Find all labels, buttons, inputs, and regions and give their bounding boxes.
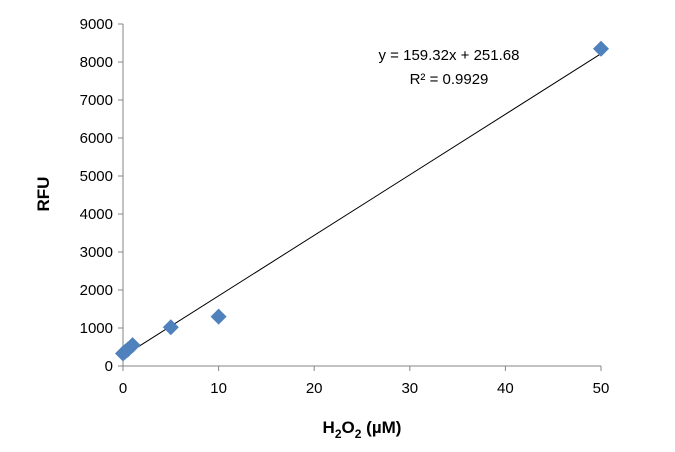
x-axis-ticks: 0 10 20 30 40 50 [119, 366, 610, 397]
trendline [122, 53, 602, 357]
x-tick-label: 50 [593, 380, 610, 397]
data-point [162, 319, 179, 336]
y-tick-label: 9000 [80, 16, 113, 33]
trendline-equation: y = 159.32x + 251.68 [379, 47, 520, 64]
y-tick-label: 4000 [80, 206, 113, 223]
y-axis-title: RFU [34, 177, 53, 212]
y-tick-label: 3000 [80, 244, 113, 261]
x-tick-label: 10 [210, 380, 227, 397]
x-tick-label: 40 [497, 380, 514, 397]
data-point [593, 40, 609, 57]
y-tick-label: 1000 [80, 320, 113, 337]
y-tick-label: 7000 [80, 92, 113, 109]
data-point [124, 337, 141, 354]
y-tick-label: 5000 [80, 168, 113, 185]
x-tick-label: 20 [306, 380, 323, 397]
x-axis-title: H2O2 (µM) [323, 418, 402, 441]
y-tick-label: 6000 [80, 130, 113, 147]
y-axis-ticks: 0 1000 2000 3000 4000 5000 6000 7000 8000 9000 [80, 16, 123, 375]
r-squared-label: R² = 0.9929 [410, 71, 489, 88]
y-tick-label: 8000 [80, 54, 113, 71]
data-points [115, 40, 609, 362]
data-point [210, 308, 227, 325]
y-tick-label: 2000 [80, 282, 113, 299]
x-tick-label: 30 [401, 380, 418, 397]
x-tick-label: 0 [119, 380, 127, 397]
y-tick-label: 0 [105, 358, 113, 375]
